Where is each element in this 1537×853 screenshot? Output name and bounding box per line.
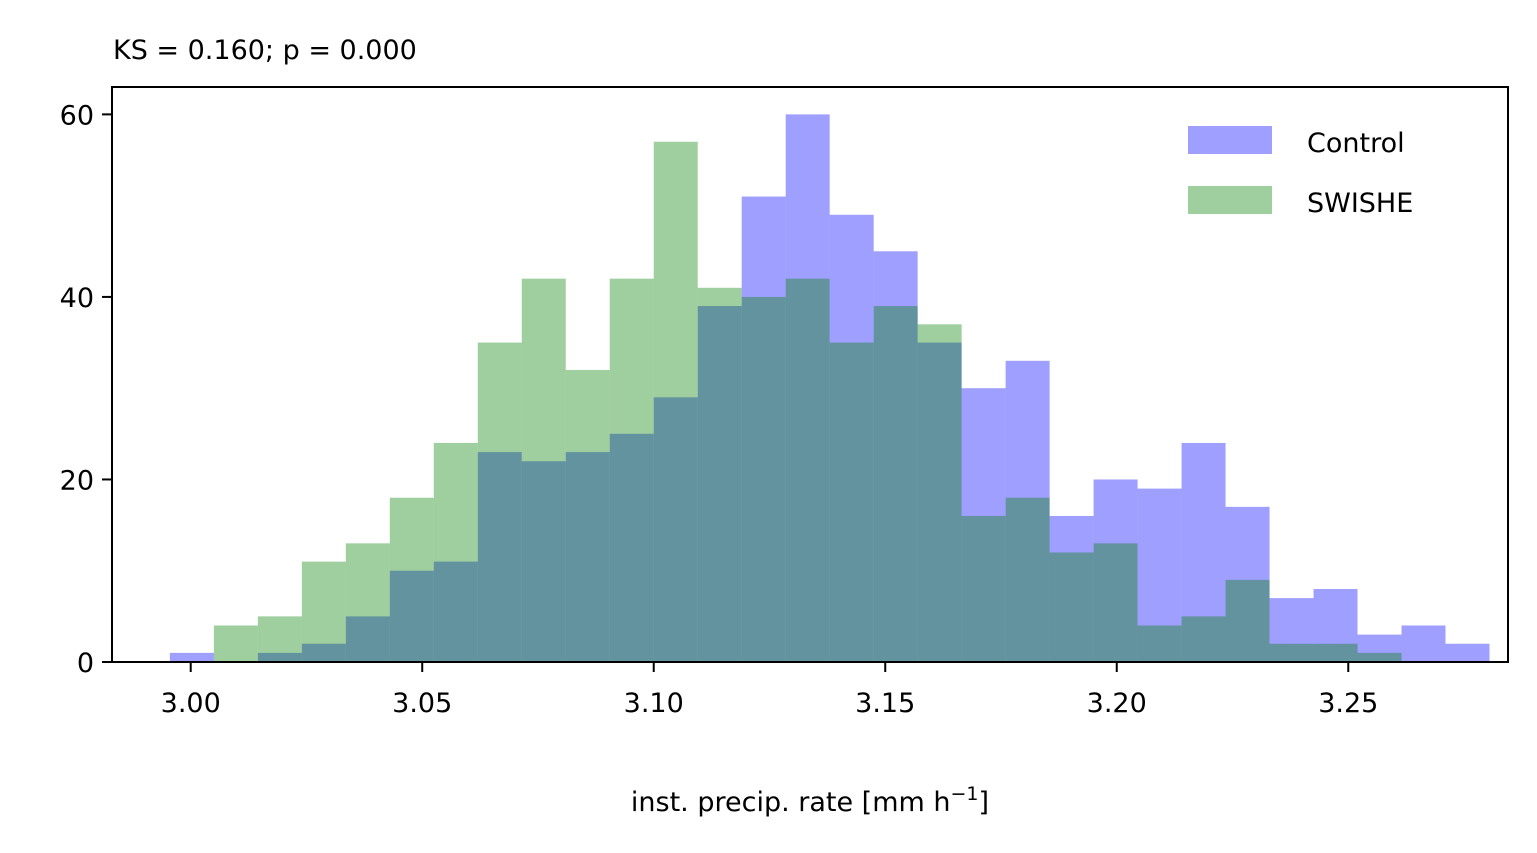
control-bar <box>257 652 302 662</box>
swishe-bar <box>1005 497 1050 662</box>
control-bar <box>1181 442 1226 662</box>
swishe-bar <box>301 561 346 662</box>
swishe-bar <box>697 287 742 662</box>
swishe-bar <box>213 625 258 662</box>
x-tick-label: 3.05 <box>392 688 452 719</box>
swishe-bar <box>917 324 962 662</box>
control-bar <box>1269 598 1314 662</box>
control-bar <box>1313 588 1358 662</box>
y-tick-label: 60 <box>60 100 94 131</box>
swishe-bar <box>1357 652 1402 662</box>
control-bar <box>873 251 918 663</box>
swishe-bars <box>213 141 1402 662</box>
control-bar <box>169 652 214 662</box>
swishe-bar <box>609 278 654 662</box>
swishe-bar <box>873 306 918 662</box>
swishe-bar <box>1269 643 1314 662</box>
y-tick-label: 0 <box>77 648 94 679</box>
control-bar <box>917 342 962 662</box>
control-bar <box>785 114 830 662</box>
swishe-bar <box>521 278 566 662</box>
plot-frame <box>111 86 1509 663</box>
legend-swatch-control <box>1188 126 1272 154</box>
x-tick-label: 3.20 <box>1087 688 1147 719</box>
swishe-bar <box>257 616 302 662</box>
x-tick-label: 3.10 <box>624 688 684 719</box>
control-bar <box>741 196 786 662</box>
control-bar <box>829 214 874 662</box>
swishe-bar <box>785 278 830 662</box>
control-bar <box>1005 360 1050 662</box>
swishe-bar <box>389 497 434 662</box>
y-tick-label: 20 <box>60 465 94 496</box>
swishe-bar <box>653 141 698 662</box>
swishe-bar <box>345 543 390 662</box>
x-axis: 3.00 3.05 3.10 3.15 3.20 3.25 <box>161 662 1378 719</box>
legend-label-swishe: SWISHE <box>1307 188 1413 219</box>
swishe-bar <box>433 442 478 662</box>
control-bar <box>697 306 742 662</box>
control-bar <box>1225 506 1270 662</box>
control-bar <box>477 452 522 662</box>
swishe-bar <box>741 296 786 662</box>
control-bar <box>653 397 698 662</box>
swishe-bar <box>1313 643 1358 662</box>
swishe-bar <box>1137 625 1182 662</box>
x-tick-label: 3.15 <box>855 688 915 719</box>
y-tick-label: 40 <box>60 283 94 314</box>
x-axis-label: inst. precip. rate [mm h−1] <box>631 783 989 818</box>
control-bar <box>565 452 610 662</box>
swishe-bar <box>1049 552 1094 662</box>
x-tick-label: 3.25 <box>1318 688 1378 719</box>
y-axis: 0 20 40 60 <box>60 100 112 679</box>
control-bar <box>961 388 1006 662</box>
control-bar <box>345 616 390 662</box>
control-bar <box>1357 634 1402 662</box>
control-bar <box>1401 625 1446 662</box>
legend: Control SWISHE <box>1188 126 1413 219</box>
swishe-bar <box>1181 616 1226 662</box>
swishe-bar <box>565 369 610 662</box>
swishe-bar <box>961 515 1006 662</box>
control-bar <box>521 461 566 662</box>
legend-swatch-swishe <box>1188 186 1272 214</box>
control-bar <box>301 643 346 662</box>
legend-label-control: Control <box>1307 128 1405 159</box>
swishe-bar <box>1225 579 1270 662</box>
swishe-bar <box>1093 543 1138 662</box>
control-bar <box>1049 515 1094 662</box>
swishe-bar <box>829 342 874 662</box>
control-bar <box>1137 488 1182 662</box>
control-bar <box>389 570 434 662</box>
control-bars <box>169 114 1490 663</box>
control-bar <box>1445 643 1490 662</box>
control-bar <box>1093 479 1138 662</box>
chart-title: KS = 0.160; p = 0.000 <box>113 35 417 66</box>
x-tick-label: 3.00 <box>161 688 221 719</box>
control-bar <box>609 433 654 662</box>
control-bar <box>433 561 478 662</box>
swishe-bar <box>477 342 522 662</box>
